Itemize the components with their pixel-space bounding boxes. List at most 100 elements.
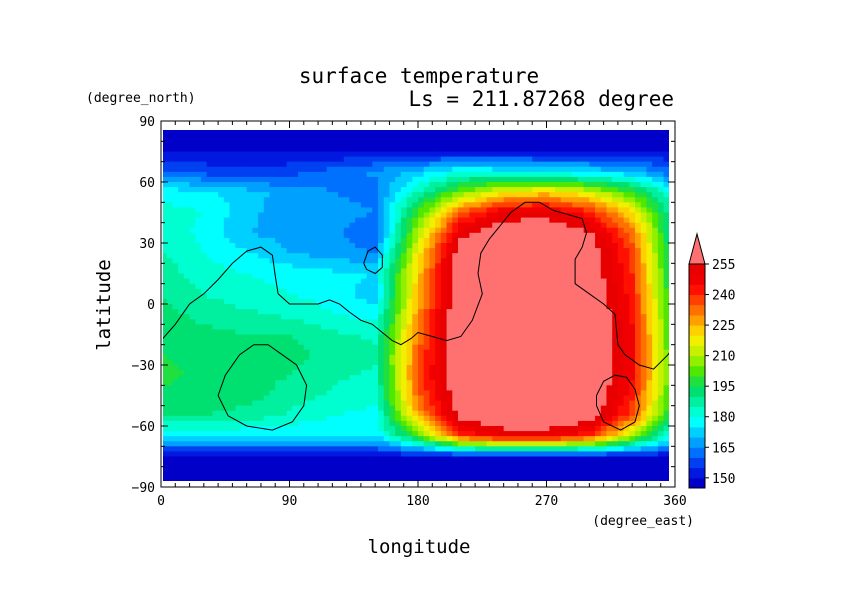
field-cell bbox=[640, 314, 648, 320]
field-cell bbox=[269, 349, 276, 356]
field-cell bbox=[252, 258, 259, 264]
field-cell bbox=[389, 380, 396, 386]
field-cell bbox=[537, 258, 545, 264]
field-cell bbox=[657, 248, 665, 254]
field-cell bbox=[475, 166, 482, 173]
field-cell bbox=[572, 176, 579, 183]
field-cell bbox=[440, 314, 448, 320]
y-axis-label: latitude bbox=[93, 259, 115, 351]
field-cell bbox=[520, 156, 528, 163]
field-cell bbox=[486, 258, 493, 264]
field-cell bbox=[657, 395, 665, 402]
field-cell bbox=[218, 156, 225, 163]
field-cell bbox=[612, 359, 619, 366]
field-cell bbox=[640, 202, 648, 209]
field-cell bbox=[583, 334, 590, 341]
field-cell bbox=[240, 273, 248, 280]
field-cell bbox=[189, 400, 196, 407]
field-cell bbox=[617, 253, 625, 259]
field-cell bbox=[258, 182, 265, 188]
field-cell bbox=[178, 293, 185, 300]
field-cell bbox=[389, 298, 396, 305]
field-cell bbox=[663, 273, 669, 280]
field-cell bbox=[366, 182, 373, 188]
field-cell bbox=[212, 202, 219, 209]
field-cell bbox=[389, 171, 396, 178]
field-cell bbox=[469, 304, 476, 310]
field-cell bbox=[509, 263, 516, 270]
field-cell bbox=[212, 385, 219, 392]
field-cell bbox=[520, 283, 528, 290]
field-cell bbox=[258, 319, 265, 325]
field-cell bbox=[223, 131, 231, 137]
field-cell bbox=[246, 156, 253, 163]
field-cell bbox=[166, 370, 174, 376]
field-cell bbox=[606, 339, 613, 346]
field-cell bbox=[623, 232, 630, 239]
field-cell bbox=[532, 237, 539, 244]
field-cell bbox=[589, 278, 596, 285]
field-cell bbox=[640, 304, 648, 310]
field-cell bbox=[315, 202, 322, 209]
field-cell bbox=[355, 304, 362, 310]
field-cell bbox=[629, 217, 636, 224]
field-cell bbox=[412, 187, 419, 193]
field-cell bbox=[452, 395, 459, 402]
field-cell bbox=[635, 278, 642, 285]
field-cell bbox=[332, 141, 339, 148]
field-cell bbox=[280, 405, 288, 412]
field-cell bbox=[463, 339, 470, 346]
field-cell bbox=[355, 227, 362, 234]
field-cell bbox=[600, 385, 608, 392]
field-cell bbox=[163, 176, 168, 183]
field-cell bbox=[566, 334, 573, 341]
field-cell bbox=[452, 176, 459, 183]
field-cell bbox=[617, 171, 625, 178]
field-cell bbox=[497, 339, 505, 346]
field-cell bbox=[178, 359, 185, 366]
field-cell bbox=[652, 324, 659, 331]
field-cell bbox=[515, 212, 522, 219]
field-cell bbox=[206, 354, 213, 361]
field-cell bbox=[166, 222, 174, 229]
field-cell bbox=[206, 166, 213, 173]
field-cell bbox=[577, 314, 585, 320]
field-cell bbox=[555, 232, 562, 239]
field-cell bbox=[560, 395, 568, 402]
field-cell bbox=[206, 202, 213, 209]
field-cell bbox=[520, 263, 528, 270]
field-cell bbox=[240, 365, 248, 371]
field-cell bbox=[572, 227, 579, 234]
field-cell bbox=[532, 309, 539, 315]
field-cell bbox=[646, 217, 653, 224]
field-cell bbox=[663, 263, 669, 270]
field-cell bbox=[577, 329, 585, 336]
field-cell bbox=[435, 375, 442, 381]
field-cell bbox=[263, 136, 271, 142]
field-cell bbox=[372, 161, 379, 168]
field-cell bbox=[178, 161, 185, 168]
field-cell bbox=[292, 141, 299, 148]
field-cell bbox=[572, 339, 579, 346]
field-cell bbox=[526, 354, 533, 361]
field-cell bbox=[583, 278, 590, 285]
field-cell bbox=[520, 176, 528, 183]
field-cell bbox=[486, 370, 493, 376]
field-cell bbox=[252, 400, 259, 407]
field-cell bbox=[246, 324, 253, 331]
field-cell bbox=[520, 171, 528, 178]
field-cell bbox=[583, 248, 590, 254]
field-cell bbox=[320, 263, 328, 270]
field-cell bbox=[183, 319, 191, 325]
field-cell bbox=[646, 192, 653, 198]
field-cell bbox=[212, 253, 219, 259]
field-cell bbox=[172, 212, 179, 219]
field-cell bbox=[435, 395, 442, 402]
field-cell bbox=[240, 237, 248, 244]
field-cell bbox=[526, 212, 533, 219]
field-cell bbox=[526, 344, 533, 351]
field-cell bbox=[537, 243, 545, 249]
field-cell bbox=[652, 258, 659, 264]
field-cell bbox=[475, 288, 482, 295]
field-cell bbox=[309, 243, 316, 249]
